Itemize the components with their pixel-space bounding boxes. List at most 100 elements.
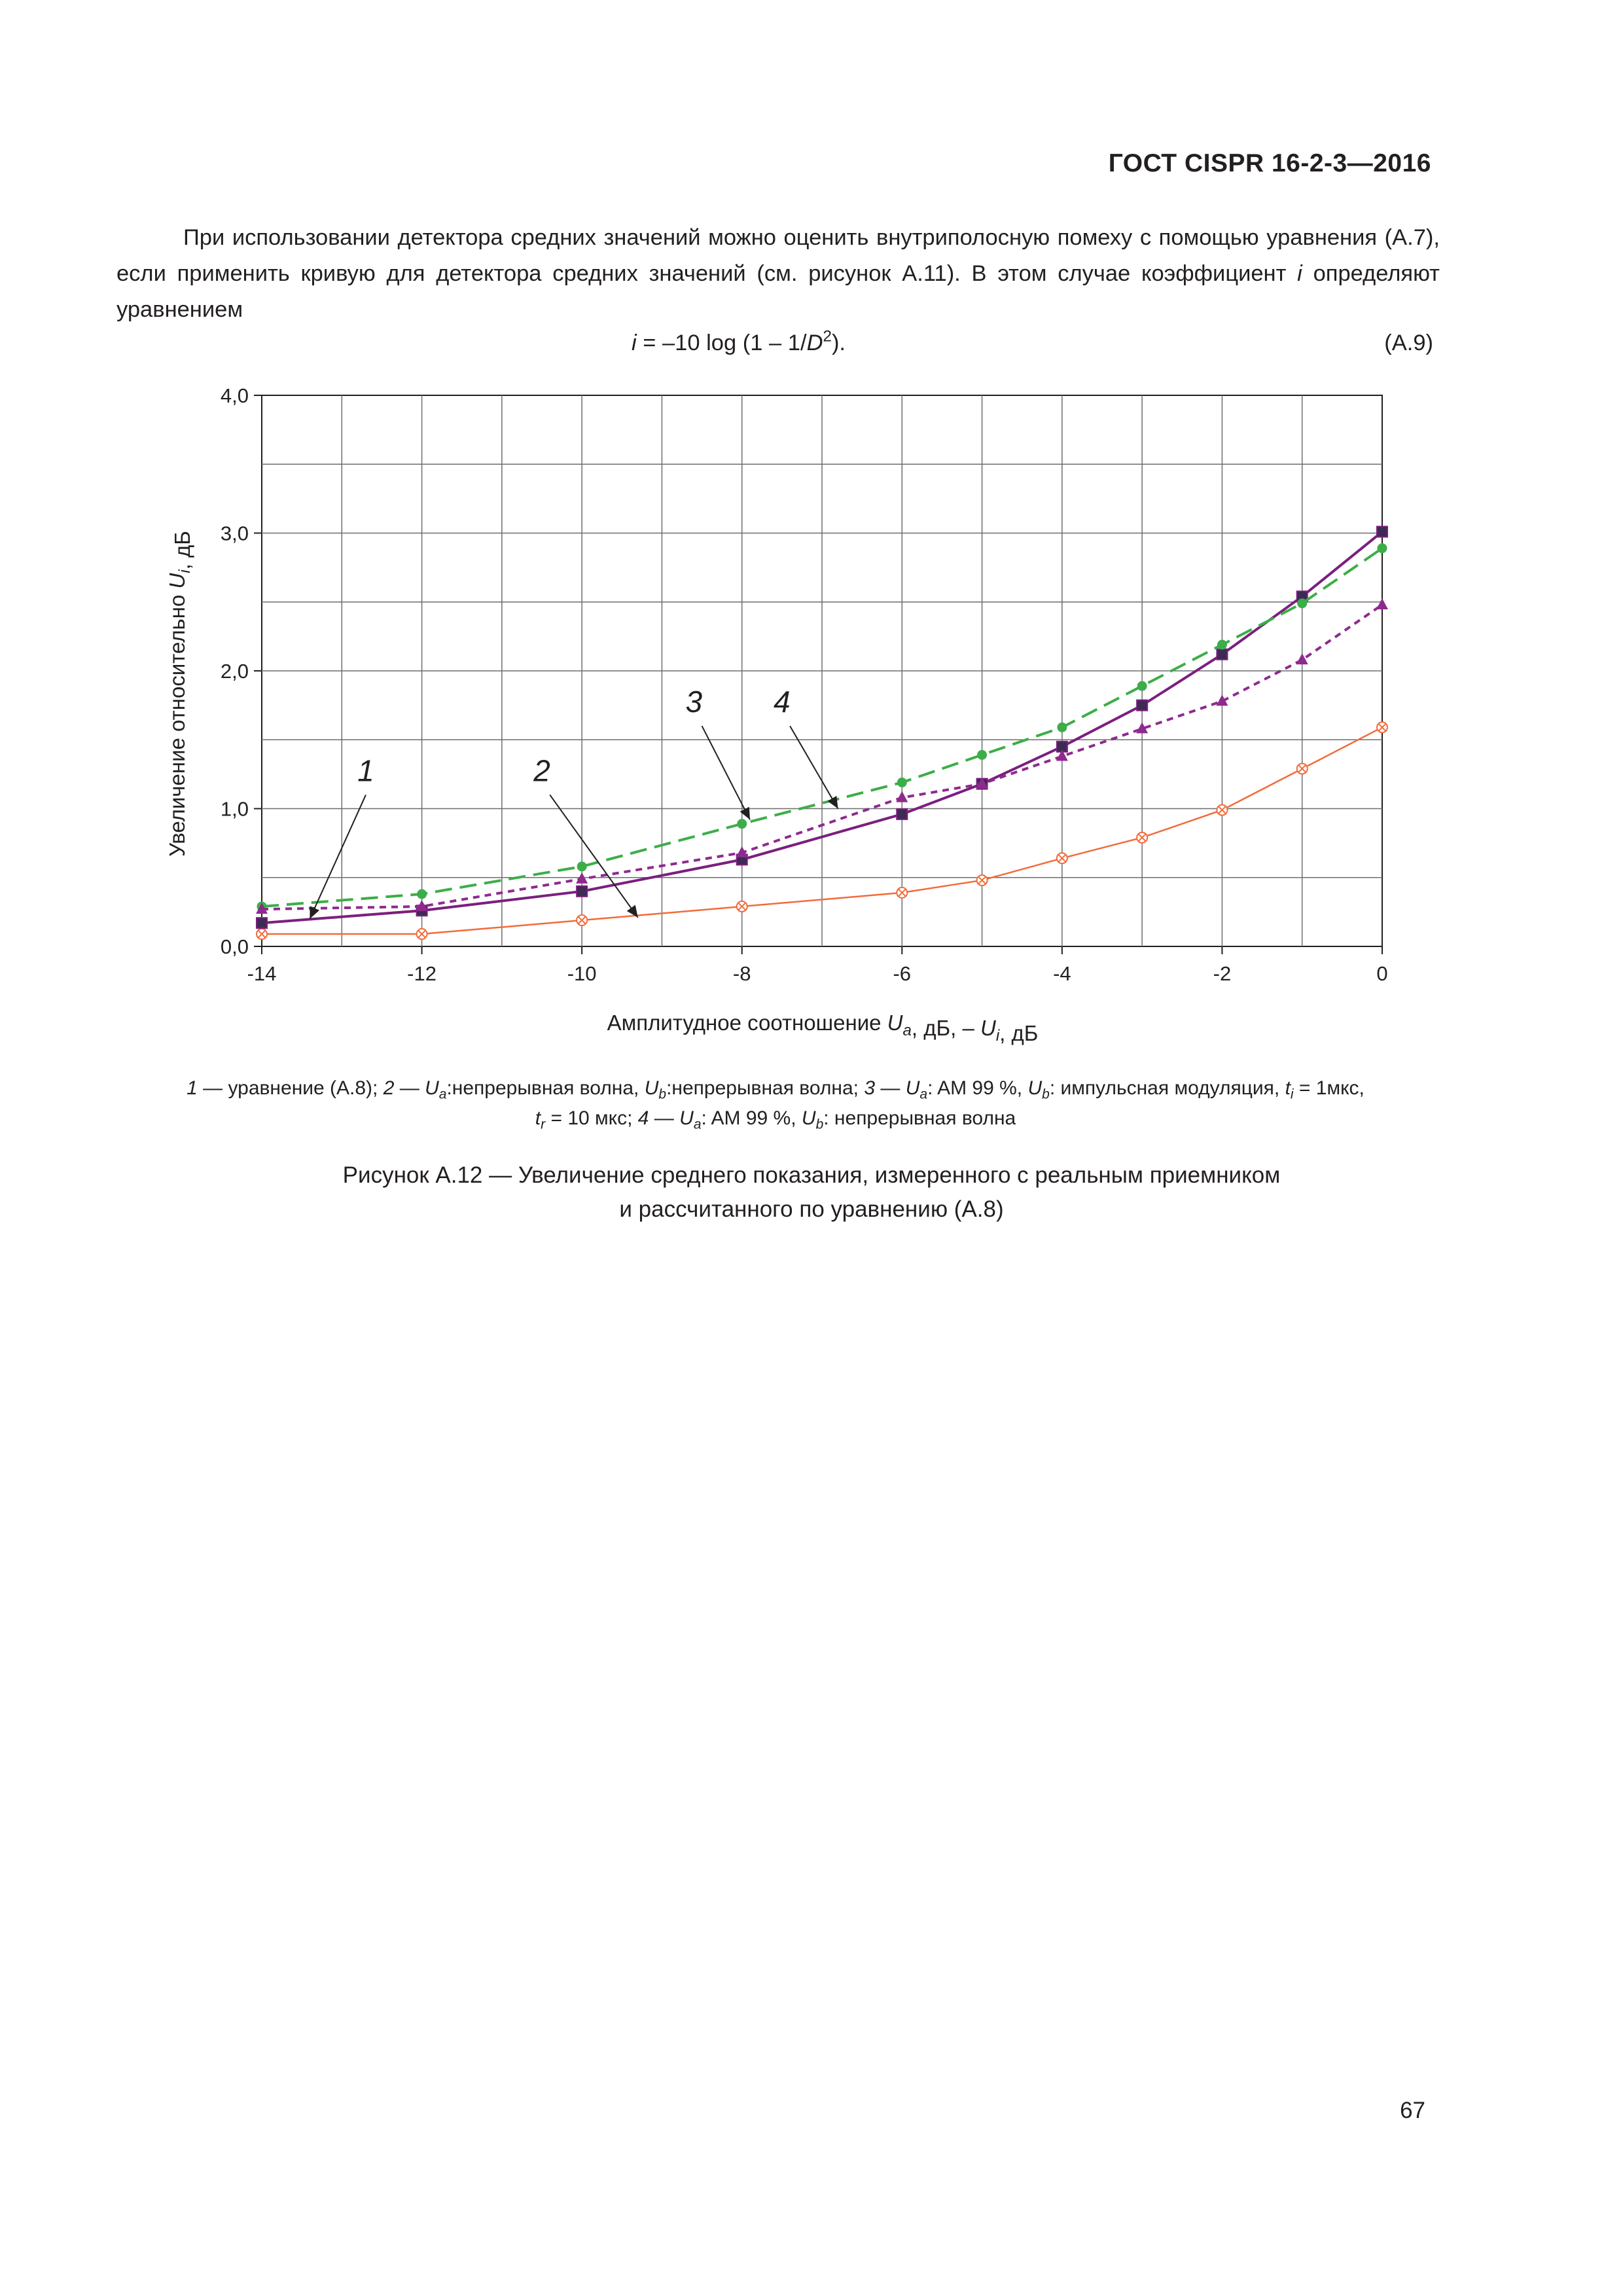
point-cross [257, 929, 266, 939]
series-4-point [1296, 653, 1308, 665]
point-square [576, 885, 588, 897]
legend-ub-2: U [1027, 1077, 1043, 1099]
legend-text-2a: — [394, 1077, 425, 1099]
callout-label-1: 1 [357, 753, 374, 787]
legend-tr: t [535, 1107, 541, 1129]
point-cross [1298, 764, 1306, 773]
series-2-point [1376, 526, 1388, 538]
series-2-point [1136, 699, 1149, 711]
legend-text-1: — уравнение (А.8); [197, 1077, 383, 1099]
body-paragraph: При использовании детектора средних знач… [116, 220, 1440, 328]
paragraph-variable-i: i [1297, 261, 1302, 286]
point-square [1136, 699, 1149, 711]
series-3-point [977, 749, 988, 760]
equation-exponent: 2 [823, 327, 832, 346]
series-4-point [416, 899, 428, 911]
equation-a9: i = –10 log (1 – 1/D2). (А.9) [0, 327, 1623, 367]
legend-text-2c: :непрерывная волна; [666, 1077, 865, 1099]
series-2-point [896, 808, 908, 820]
caption-line-1: Рисунок А.12 — Увеличение среднего показ… [342, 1162, 1281, 1188]
legend-ub-2-sub: b [1042, 1086, 1050, 1102]
equation-lhs: i [632, 331, 637, 355]
point-cross [1137, 833, 1147, 842]
caption-line-2: и рассчитанного по уравнению (А.8) [619, 1196, 1004, 1222]
legend-num-2: 2 [383, 1077, 395, 1099]
legend-ua-1-sub: a [438, 1086, 447, 1102]
point-square [896, 808, 908, 820]
series-4-point [896, 791, 908, 802]
callout-arrow-1 [309, 795, 366, 920]
legend-ua-1: U [425, 1077, 439, 1099]
legend-text-4b: : AM 99 %, [701, 1107, 802, 1129]
series-4-point [1376, 598, 1388, 609]
x-tick-label: -8 [733, 962, 751, 985]
callout-arrow-2 [549, 794, 639, 918]
chart-series [256, 526, 1388, 941]
legend-num-4: 4 [637, 1107, 649, 1129]
legend-num-1: 1 [187, 1077, 198, 1099]
legend-ti: t [1285, 1077, 1291, 1099]
y-tick-label: 3,0 [221, 522, 249, 545]
equation-mid: = –10 log (1 – 1/ [636, 331, 807, 355]
series-2-point [1216, 648, 1228, 660]
series-1-point [256, 928, 268, 941]
legend-text-3b: : AM 99 %, [927, 1077, 1028, 1099]
y-tick-label: 1,0 [221, 798, 249, 821]
series-3-point [737, 819, 747, 829]
legend-text-3d: = 1мкс, [1293, 1077, 1364, 1099]
point-square [1376, 526, 1388, 538]
page-number: 67 [1400, 2098, 1425, 2123]
legend-text-4c: : непрерывная волна [823, 1107, 1016, 1129]
series-3-point [417, 889, 427, 899]
figure-legend: 1 — уравнение (А.8); 2 — Ua :непрерывная … [105, 1073, 1446, 1134]
chart-callouts: 1 2 3 4 [309, 685, 839, 920]
x-tick-label: -4 [1053, 962, 1071, 985]
point-cross [1218, 806, 1226, 814]
series-2-point [256, 917, 268, 929]
series-4-point [1056, 749, 1068, 761]
series-4-point [576, 872, 588, 884]
series-3-point [1217, 639, 1227, 650]
series-3-point [1377, 543, 1387, 554]
x-tick-label: -10 [567, 962, 597, 985]
equation-var-d: D [806, 331, 823, 355]
series-4-point [736, 846, 748, 857]
figure-caption: Рисунок А.12 — Увеличение среднего показ… [196, 1158, 1427, 1227]
legend-ub-3: U [801, 1107, 816, 1129]
equation-number: (А.9) [1384, 331, 1433, 355]
legend-text-4a: — [649, 1107, 680, 1129]
x-tick-label: -12 [407, 962, 437, 985]
legend-text-3a: — [875, 1077, 906, 1099]
point-cross [1058, 854, 1067, 863]
series-3-point [1297, 598, 1308, 609]
callout-arrow-3 [701, 725, 751, 820]
equation-end: ). [831, 331, 846, 355]
document-header: ГОСТ CISPR 16-2-3—2016 [1108, 149, 1431, 177]
legend-tr-sub: r [541, 1117, 546, 1132]
point-cross [738, 902, 746, 911]
series-1-point [416, 928, 428, 941]
series-1-point [976, 874, 988, 886]
series-4-point [1216, 694, 1228, 706]
point-square [1216, 648, 1228, 660]
x-tick-label: -2 [1213, 962, 1232, 985]
x-axis-label: Амплитудное соотношение Ua, дБ, – Ui, дБ [607, 1011, 1039, 1045]
legend-ub-1-sub: b [658, 1086, 667, 1102]
point-square [256, 917, 268, 929]
x-tick-label: -14 [247, 962, 277, 985]
series-4-point [256, 903, 268, 914]
series-1-point [1296, 762, 1308, 775]
series-1-point [1376, 721, 1388, 734]
legend-ub-3-sub: b [815, 1117, 824, 1132]
x-tick-label: 0 [1376, 962, 1387, 985]
paragraph-text-end: определяют уравнением [116, 261, 1440, 322]
series-3-point [1057, 722, 1067, 732]
legend-ua-3: U [679, 1107, 694, 1129]
series-3-point [577, 861, 587, 872]
point-cross [978, 876, 986, 885]
legend-ti-sub: i [1290, 1086, 1294, 1102]
legend-text-3c: : импульсная модуляция, [1049, 1077, 1285, 1099]
series-1-point [576, 914, 588, 927]
y-tick-label: 2,0 [221, 660, 249, 683]
figure-chart: -14 -12 -10 -8 -6 -4 -2 0 0,0 1,0 2,0 3,0 4,0 1 2 3 4 У… [165, 384, 1388, 1045]
